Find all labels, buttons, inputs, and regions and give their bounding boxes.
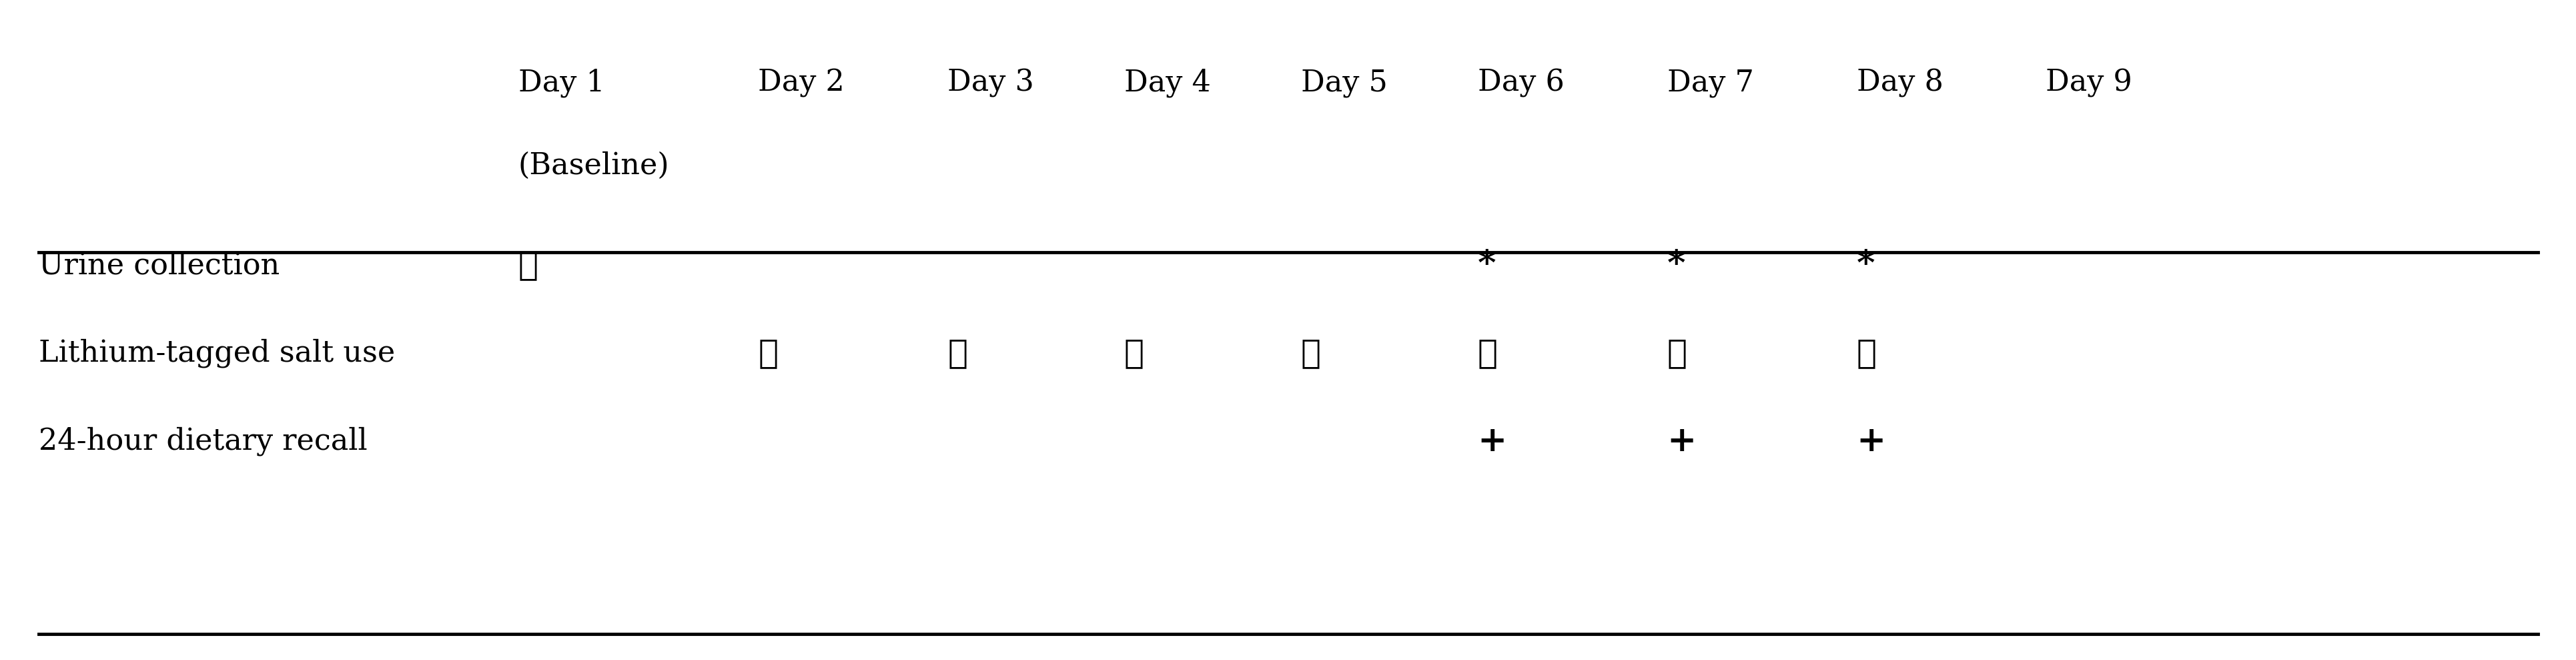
Text: ✓: ✓ xyxy=(1301,337,1321,370)
Text: +: + xyxy=(1476,424,1507,458)
Text: *: * xyxy=(1476,248,1497,282)
Text: ✓: ✓ xyxy=(1667,337,1687,370)
Text: *: * xyxy=(1855,248,1875,282)
Text: Day 4: Day 4 xyxy=(1123,69,1211,98)
Text: *: * xyxy=(1667,248,1685,282)
Text: Day 3: Day 3 xyxy=(948,69,1033,98)
Text: 24-hour dietary recall: 24-hour dietary recall xyxy=(39,426,366,456)
Text: ✓: ✓ xyxy=(1476,337,1497,370)
Text: ✓: ✓ xyxy=(1855,337,1875,370)
Text: Day 8: Day 8 xyxy=(1855,69,1942,98)
Text: Lithium-tagged salt use: Lithium-tagged salt use xyxy=(39,339,394,368)
Text: ✓: ✓ xyxy=(757,337,778,370)
Text: (Baseline): (Baseline) xyxy=(518,152,670,180)
Text: +: + xyxy=(1855,424,1886,458)
Text: ✓: ✓ xyxy=(1123,337,1144,370)
Text: Day 6: Day 6 xyxy=(1476,69,1564,98)
Text: Day 2: Day 2 xyxy=(757,69,845,98)
Text: ✓: ✓ xyxy=(518,249,538,282)
Text: Day 5: Day 5 xyxy=(1301,69,1386,98)
Text: Day 1: Day 1 xyxy=(518,69,605,98)
Text: +: + xyxy=(1667,424,1695,458)
Text: Day 7: Day 7 xyxy=(1667,69,1754,98)
Text: ✓: ✓ xyxy=(948,337,966,370)
Text: Urine collection: Urine collection xyxy=(39,251,278,280)
Text: Day 9: Day 9 xyxy=(2045,69,2133,98)
